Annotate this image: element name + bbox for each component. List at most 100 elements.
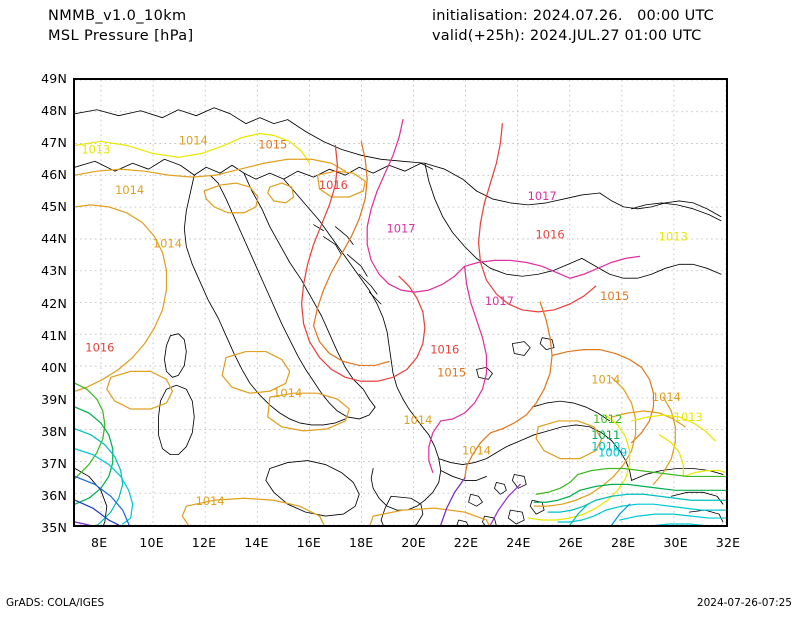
variable-title: MSL Pressure [hPa] bbox=[48, 28, 194, 44]
contour-map-svg: 1013 1014 1015 1014 1016 1017 1017 1016 1013 1014… bbox=[75, 80, 726, 525]
contour-label: 1009 bbox=[598, 446, 627, 460]
contour-label: 1017 bbox=[528, 189, 557, 203]
map-plot-area: 1013 1014 1015 1014 1016 1017 1017 1016 1013 1014… bbox=[73, 78, 728, 527]
x-axis-tick-label: 16E bbox=[296, 535, 321, 550]
contour-line-1017 bbox=[569, 255, 641, 279]
contour-line-1013 bbox=[658, 434, 684, 478]
contour-label: 1017 bbox=[386, 222, 415, 236]
contour-line-1015 bbox=[551, 348, 643, 369]
contour-line-1009 bbox=[619, 513, 726, 521]
x-axis-tick-label: 12E bbox=[191, 535, 217, 550]
contour-line-1009 bbox=[605, 503, 726, 511]
y-axis-tick-label: 48N bbox=[41, 103, 67, 119]
y-axis-tick-label: 49N bbox=[41, 71, 67, 86]
contour-line-1016 bbox=[398, 275, 426, 371]
y-axis-tick-label: 46N bbox=[41, 167, 67, 183]
valid-time: valid(+25h): 2024.JUL.27 01:00 UTC bbox=[432, 28, 702, 44]
contour-line-1014 bbox=[533, 493, 591, 507]
x-axis-tick-label: 8E bbox=[91, 535, 108, 550]
contour-line-low bbox=[75, 499, 120, 525]
contour-label: 1010 bbox=[591, 440, 620, 454]
contour-line-1014 bbox=[535, 420, 603, 460]
initialisation-time: initialisation: 2024.07.26. 00:00 UTC bbox=[432, 8, 715, 24]
y-axis-tick-label: 42N bbox=[41, 295, 67, 311]
contour-line-1012 bbox=[535, 473, 579, 495]
contour-line-1015 bbox=[312, 140, 368, 327]
contour-line-1009 bbox=[75, 448, 134, 525]
y-axis-tick-label: 47N bbox=[41, 135, 67, 151]
contour-line-1015 bbox=[489, 301, 553, 434]
contour-label: 1016 bbox=[319, 178, 348, 192]
contour-line-1017 bbox=[440, 265, 488, 422]
contour-line-1014 bbox=[221, 350, 291, 394]
contour-line-1014 bbox=[611, 410, 686, 428]
contour-label: 1014 bbox=[403, 413, 432, 427]
y-axis-tick-label: 41N bbox=[41, 327, 67, 343]
contour-line-1010 bbox=[75, 428, 124, 525]
contour-line-low bbox=[75, 521, 90, 525]
y-axis-tick-label: 39N bbox=[41, 391, 67, 407]
contour-line-1015 bbox=[312, 325, 390, 367]
contour-line-1013 bbox=[630, 414, 716, 442]
x-axis-tick-label: 14E bbox=[244, 535, 269, 550]
chart-footer: GrADS: COLA/IGES 2024-07-26-07:25 bbox=[0, 588, 800, 618]
contour-line-1009 bbox=[653, 523, 706, 525]
contour-label: 1014 bbox=[115, 183, 144, 197]
x-axis-tick-label: 32E bbox=[715, 535, 741, 550]
coastline-borders bbox=[75, 107, 724, 525]
x-axis-tick-label: 24E bbox=[506, 535, 531, 550]
contour-line-low bbox=[489, 483, 521, 525]
contour-labels: 1013 1014 1015 1014 1016 1017 1017 1016 1013 1014… bbox=[81, 133, 702, 508]
x-axis-tick-label: 28E bbox=[610, 535, 636, 550]
contour-line-1014 bbox=[316, 170, 366, 198]
y-axis-tick-label: 37N bbox=[41, 455, 67, 471]
contour-label: 1013 bbox=[659, 230, 688, 244]
contour-line-1012 bbox=[75, 382, 106, 480]
y-axis-tick-label: 36N bbox=[41, 487, 67, 503]
contour-line-1014 bbox=[75, 158, 346, 178]
contour-line-1013 bbox=[273, 134, 311, 164]
contour-line-1017 bbox=[428, 420, 442, 474]
x-axis-tick-label: 10E bbox=[139, 535, 164, 550]
x-axis-tick-label: 30E bbox=[663, 535, 688, 550]
contour-line-1015 bbox=[463, 432, 492, 480]
contour-label: 1015 bbox=[258, 137, 287, 151]
contour-label: 1014 bbox=[652, 390, 681, 404]
y-axis-tick-label: 35N bbox=[41, 520, 67, 535]
contour-line-1011 bbox=[75, 406, 114, 505]
contour-line-1014 bbox=[181, 497, 325, 525]
contour-line-1014 bbox=[267, 392, 350, 432]
contour-line-1016 bbox=[300, 144, 408, 382]
contour-label: 1016 bbox=[430, 343, 459, 357]
contour-label: 1014 bbox=[196, 494, 225, 508]
render-timestamp: 2024-07-26-07:25 bbox=[696, 597, 792, 609]
x-axis-tick-label: 22E bbox=[453, 535, 479, 550]
contour-line-1013 bbox=[527, 507, 597, 521]
contour-line-1014 bbox=[369, 507, 490, 525]
contour-line-1011 bbox=[579, 483, 726, 491]
y-axis-tick-label: 43N bbox=[41, 263, 67, 279]
model-name: NMMB_v1.0_10km bbox=[48, 8, 187, 24]
y-axis-tick-label: 45N bbox=[41, 199, 67, 215]
contour-line-1014 bbox=[589, 376, 637, 495]
contour-label: 1016 bbox=[536, 228, 565, 242]
contour-line-low bbox=[440, 477, 466, 525]
contour-line-low bbox=[569, 503, 589, 525]
contour-line-1017 bbox=[366, 119, 466, 293]
contour-label: 1015 bbox=[600, 289, 629, 303]
pressure-contours bbox=[75, 119, 726, 525]
contour-label: 1015 bbox=[437, 365, 466, 379]
contour-label: 1013 bbox=[674, 410, 703, 424]
header-model-block: NMMB_v1.0_10km MSL Pressure [hPa] bbox=[48, 6, 194, 46]
contour-line-1014 bbox=[106, 370, 174, 410]
map-gridlines bbox=[75, 80, 726, 525]
contour-label: 1014 bbox=[153, 237, 182, 251]
contour-line-1015 bbox=[630, 366, 655, 444]
contour-line-1016 bbox=[477, 122, 597, 313]
contour-line-1012 bbox=[577, 467, 726, 478]
contour-line-1014 bbox=[203, 182, 259, 214]
contour-line-1017 bbox=[463, 259, 571, 279]
contour-line-1013 bbox=[75, 132, 275, 158]
x-axis-tick-label: 26E bbox=[558, 535, 583, 550]
y-axis-tick-label: 44N bbox=[41, 231, 67, 247]
